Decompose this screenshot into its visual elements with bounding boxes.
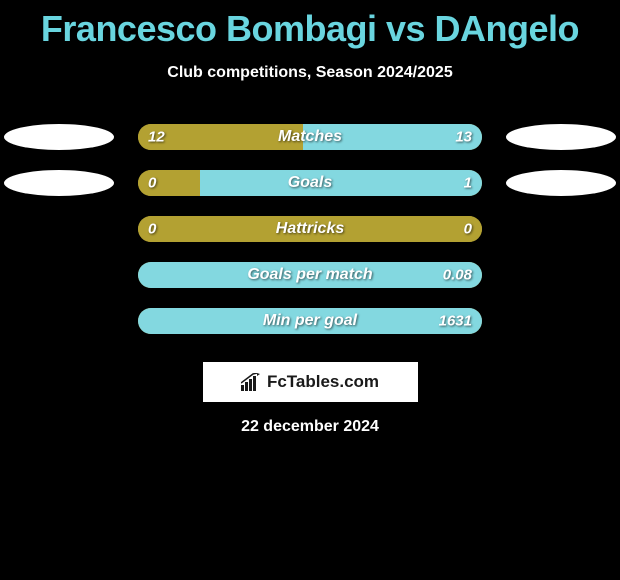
- stat-label: Matches: [278, 128, 342, 146]
- stat-value-left: 12: [148, 129, 165, 146]
- stat-value-left: 0: [148, 221, 156, 238]
- comparison-title: Francesco Bombagi vs DAngelo: [0, 0, 620, 50]
- player-left-oval: [4, 170, 114, 196]
- stat-value-right: 0.08: [443, 267, 472, 284]
- watermark-text: FcTables.com: [267, 372, 379, 392]
- stat-row: 0.08 Goals per match: [0, 252, 620, 298]
- player-right-oval: [506, 170, 616, 196]
- stat-value-right: 13: [455, 129, 472, 146]
- watermark-badge: FcTables.com: [203, 362, 418, 402]
- stat-label: Hattricks: [276, 220, 344, 238]
- player-left-oval: [4, 124, 114, 150]
- stat-row: 12 13 Matches: [0, 114, 620, 160]
- stat-label: Goals: [288, 174, 332, 192]
- stat-row: 0 0 Hattricks: [0, 206, 620, 252]
- stat-value-right: 1: [464, 175, 472, 192]
- stat-row: 1631 Min per goal: [0, 298, 620, 344]
- stat-bar-right-fill: [200, 170, 482, 196]
- stat-row: 0 1 Goals: [0, 160, 620, 206]
- stat-rows-container: 12 13 Matches 0 1 Goals 0 0 Hattricks 0.08 Goals p…: [0, 114, 620, 344]
- chart-icon: [241, 373, 261, 391]
- stat-value-right: 1631: [439, 313, 472, 330]
- comparison-subtitle: Club competitions, Season 2024/2025: [0, 64, 620, 82]
- stat-label: Goals per match: [247, 266, 372, 284]
- stat-label: Min per goal: [263, 312, 357, 330]
- stat-value-left: 0: [148, 175, 156, 192]
- stat-value-right: 0: [464, 221, 472, 238]
- date-text: 22 december 2024: [0, 418, 620, 436]
- player-right-oval: [506, 124, 616, 150]
